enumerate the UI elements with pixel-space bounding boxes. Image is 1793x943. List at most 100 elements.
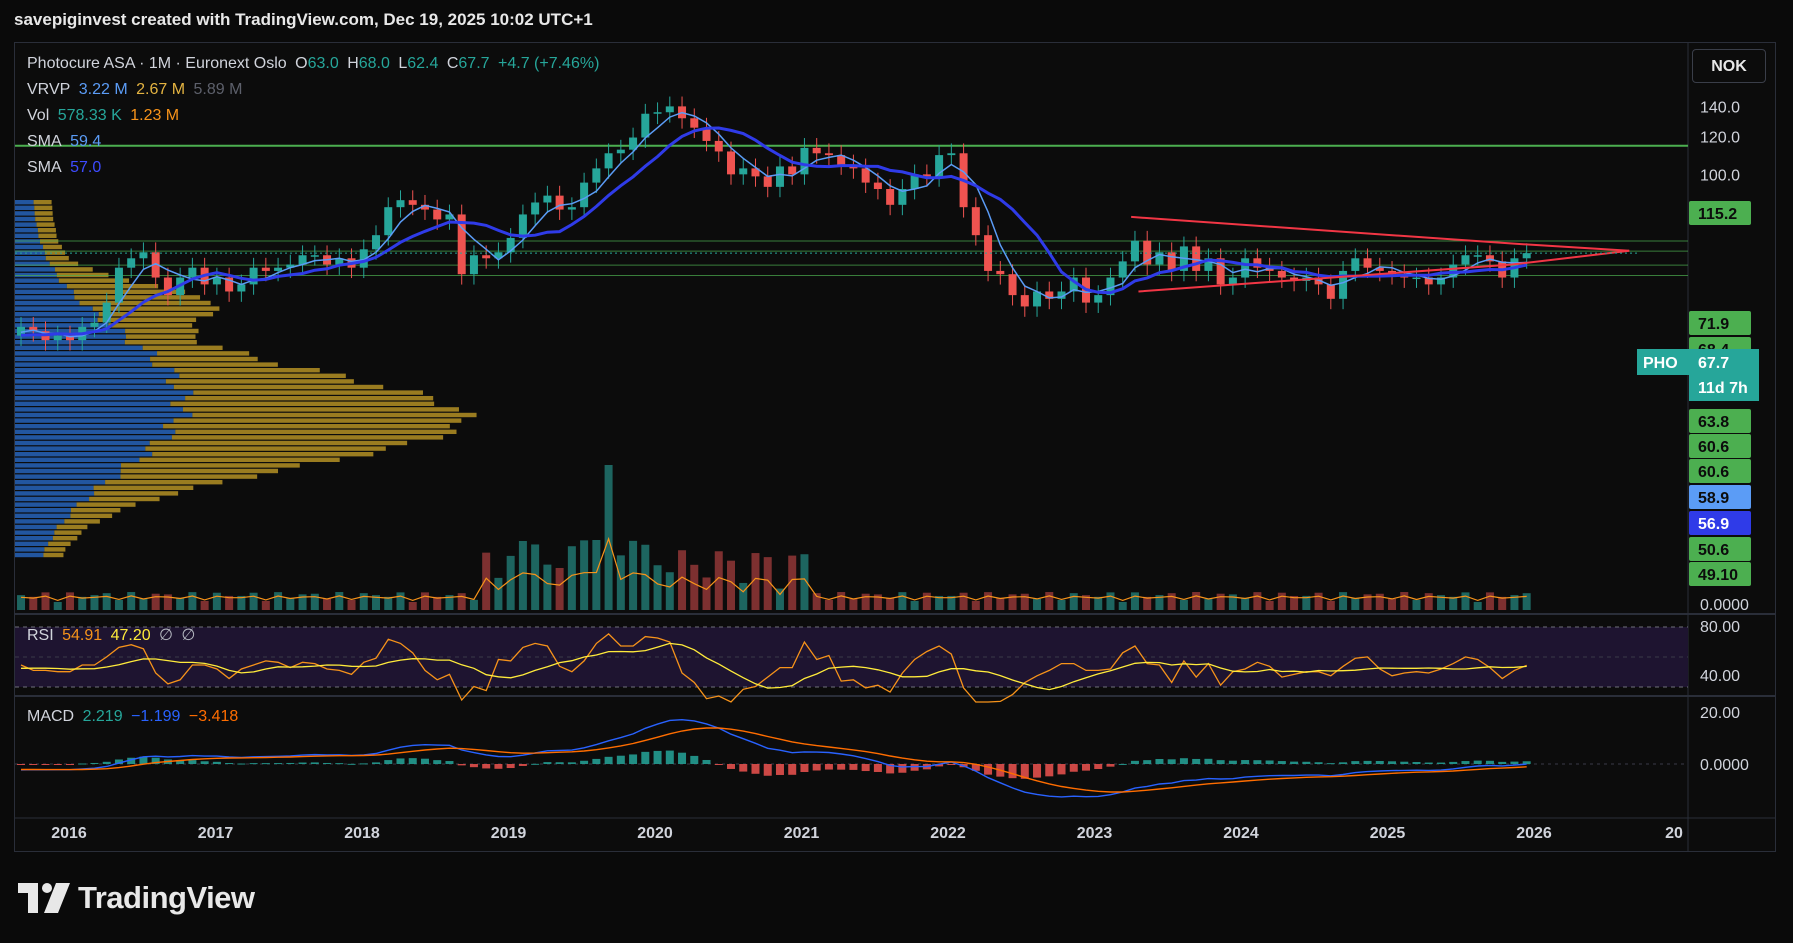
vol-label: Vol	[27, 107, 50, 124]
macd-hist-bar	[298, 762, 307, 764]
volume-bar	[788, 555, 797, 610]
price-label-box	[1689, 537, 1751, 561]
macd-hist-bar	[935, 764, 944, 767]
volume-bar	[359, 593, 368, 610]
candle-body	[518, 214, 527, 238]
tradingview-branding[interactable]: TradingView	[18, 880, 255, 916]
volume-bars	[17, 465, 1531, 610]
candle-body	[935, 155, 944, 177]
macd-hist-bar	[1118, 763, 1127, 765]
price-tick-label: 140.0	[1700, 99, 1740, 116]
candle-body	[984, 235, 993, 271]
symbol-tag-box	[1637, 349, 1689, 375]
low-label: L	[398, 55, 408, 72]
volume-bar	[690, 564, 699, 610]
macd-hist-bar	[1143, 760, 1152, 764]
volume-bar	[1241, 597, 1250, 610]
candle-body	[861, 168, 870, 183]
macd-hist-bar	[800, 764, 809, 772]
macd-hist-bar	[1216, 760, 1225, 764]
rsi-na-1: ∅	[159, 627, 174, 644]
volume-bar	[824, 599, 833, 610]
macd-hist-bar	[947, 764, 956, 765]
candles	[17, 96, 1531, 351]
main-legend[interactable]: Photocure ASA · 1M · Euronext Oslo O63.0…	[27, 51, 603, 77]
sma-slow-legend[interactable]: SMA 57.0	[27, 155, 105, 181]
macd-legend[interactable]: MACD 2.219 −1.199 −3.418	[27, 704, 242, 730]
candle-body	[359, 249, 368, 268]
candle-body	[65, 335, 74, 341]
vrvp-legend[interactable]: VRVP 3.22 M 2.67 M 5.89 M	[27, 77, 246, 103]
macd-hist-bar	[531, 763, 540, 765]
macd-hist-bar	[1424, 762, 1433, 764]
volume-bar	[102, 593, 111, 610]
volume-bar	[1106, 592, 1115, 610]
vrvp-down-bar	[125, 334, 196, 339]
macd-hist-bar	[678, 752, 687, 764]
time-tick-label: 2025	[1370, 825, 1406, 842]
volume-bar	[1155, 595, 1164, 610]
candle-body	[163, 277, 172, 296]
volume-bar	[886, 597, 895, 610]
symbol-title[interactable]: Photocure ASA · 1M · Euronext Oslo	[27, 55, 287, 72]
vrvp-up-bar	[15, 211, 35, 216]
volume-bar	[739, 582, 748, 610]
volume-bar	[335, 592, 344, 610]
time-tick-label: 2021	[784, 825, 820, 842]
time-tick-label: 2026	[1516, 825, 1552, 842]
macd-hist-bar	[543, 762, 552, 764]
volume-bar	[225, 595, 234, 610]
macd-hist-bar	[971, 764, 980, 771]
vrvp-up-bar	[15, 368, 175, 373]
currency-button[interactable]: NOK	[1692, 49, 1766, 83]
vrvp-down-bar	[192, 412, 477, 418]
macd-hist-value: 2.219	[82, 708, 123, 725]
macd-hist-bar	[1045, 764, 1054, 777]
volume-bar	[996, 597, 1005, 610]
candle-body	[788, 166, 797, 175]
volume-bar	[1449, 596, 1458, 610]
macd-hist-bar	[1069, 764, 1078, 772]
macd-hist-bar	[739, 764, 748, 772]
vrvp-up-bar	[15, 457, 140, 462]
rsi-legend[interactable]: RSI 54.91 47.20 ∅ ∅	[27, 623, 199, 649]
volume-ma-line	[20, 536, 1527, 602]
vrvp-down-bar	[173, 384, 384, 390]
vrvp-down-bar	[49, 261, 79, 266]
candle-body	[837, 155, 846, 165]
vrvp-down-bar	[193, 390, 423, 395]
candle-body	[800, 147, 809, 175]
chart-caption: savepiginvest created with TradingView.c…	[14, 10, 593, 29]
macd-hist-bar	[372, 762, 381, 764]
volume-bar	[751, 553, 760, 610]
volume-bar	[1008, 594, 1017, 610]
candle-body	[384, 207, 393, 236]
volume-bar	[616, 555, 625, 610]
vrvp-down-bar	[150, 356, 258, 362]
macd-hist-bar	[910, 764, 919, 771]
vrvp-up-bar	[15, 390, 194, 395]
rsi-tick-label: 40.00	[1700, 668, 1740, 685]
candle-body	[1412, 277, 1421, 280]
macd-hist-bar	[1436, 762, 1445, 764]
time-tick-label: 2017	[198, 825, 234, 842]
candle-body	[824, 153, 833, 156]
high-value: 68.0	[358, 55, 390, 72]
candle-body	[763, 176, 772, 187]
macd-hist-bar	[1179, 758, 1188, 764]
sma-fast-legend[interactable]: SMA 59.4	[27, 129, 105, 155]
macd-hist-bar	[702, 759, 711, 764]
volume-bar	[469, 599, 478, 610]
candle-body	[1241, 258, 1250, 278]
volume-legend[interactable]: Vol 578.33 K 1.23 M	[27, 103, 183, 129]
price-label-box	[1689, 434, 1751, 458]
macd-hist-bar	[1192, 758, 1201, 764]
candle-body	[1167, 252, 1176, 271]
macd-hist-bar	[274, 763, 283, 765]
volume-bar	[420, 592, 429, 610]
candle-body	[310, 255, 319, 257]
candle-body	[592, 168, 601, 183]
rsi-ma-value: 47.20	[110, 627, 151, 644]
macd-hist-bar	[653, 750, 662, 764]
